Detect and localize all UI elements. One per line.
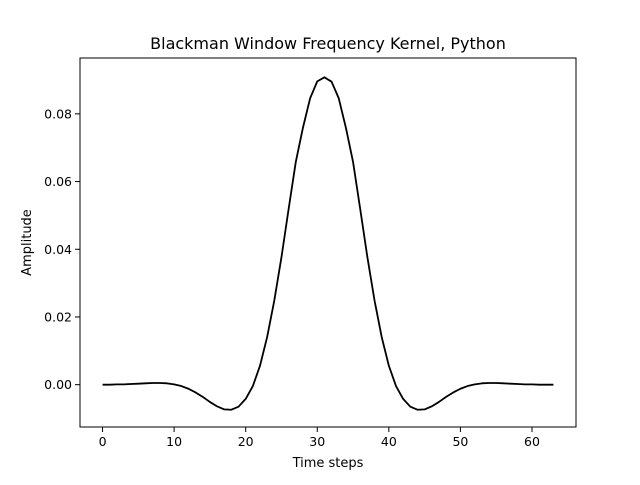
y-tick-label: 0.04 bbox=[44, 242, 72, 257]
plot-frame bbox=[79, 57, 577, 428]
y-axis: 0.00 0.02 0.04 0.06 0.08 bbox=[44, 106, 80, 392]
chart-title: Blackman Window Frequency Kernel, Python bbox=[150, 34, 506, 53]
x-tick-label: 40 bbox=[381, 434, 397, 449]
y-tick-label: 0.02 bbox=[44, 309, 72, 324]
x-tick-label: 10 bbox=[166, 434, 182, 449]
x-tick-label: 20 bbox=[238, 434, 254, 449]
x-tick-label: 0 bbox=[99, 434, 107, 449]
x-axis-label: Time steps bbox=[292, 456, 364, 471]
series-line bbox=[102, 76, 554, 411]
x-axis: 0 10 20 30 40 50 60 bbox=[99, 427, 540, 449]
x-tick-label: 30 bbox=[309, 434, 325, 449]
y-tick-label: 0.06 bbox=[44, 174, 72, 189]
x-tick-label: 50 bbox=[452, 434, 468, 449]
y-tick-label: 0.00 bbox=[44, 377, 72, 392]
y-axis-label: Amplitude bbox=[20, 209, 35, 276]
y-tick-label: 0.08 bbox=[44, 106, 72, 121]
x-tick-label: 60 bbox=[524, 434, 540, 449]
